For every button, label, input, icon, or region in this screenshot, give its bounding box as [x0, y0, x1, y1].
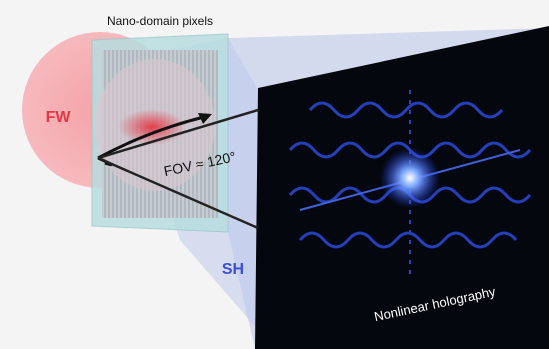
plate-label: Nano-domain pixels: [107, 14, 213, 28]
page: Nano-domain pixels FW FOV ≈ 120° SH Nonl…: [0, 0, 549, 349]
illustration: Nano-domain pixels FW FOV ≈ 120° SH Nonl…: [0, 0, 549, 349]
zero-order: [380, 148, 440, 208]
fw-spot: [118, 109, 186, 145]
sh-label: SH: [222, 261, 244, 278]
fw-label: FW: [46, 109, 72, 126]
